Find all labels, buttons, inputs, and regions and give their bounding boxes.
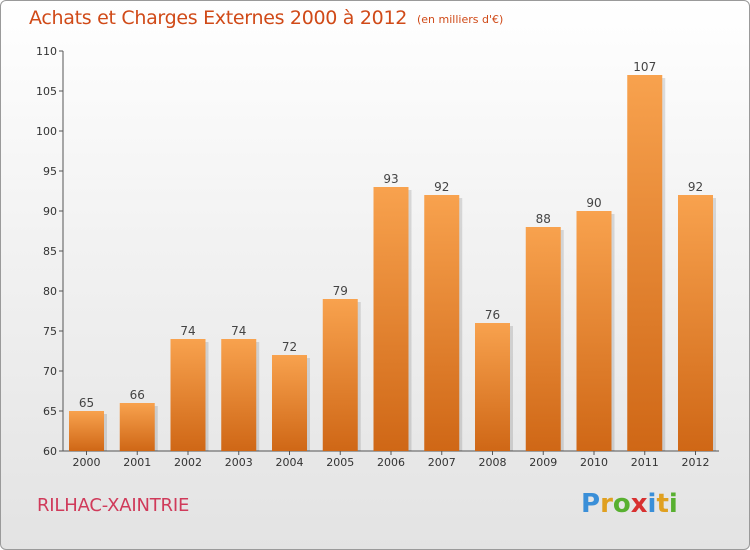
- bar: [678, 195, 713, 451]
- bar: [373, 187, 409, 451]
- logo-letter: t: [656, 489, 669, 519]
- bar: [170, 339, 206, 451]
- y-tick-label: 100: [36, 125, 57, 138]
- x-tick-label: 2007: [428, 456, 456, 469]
- x-tick-label: 2000: [73, 456, 101, 469]
- y-tick-label: 90: [43, 205, 57, 218]
- bar: [119, 403, 155, 451]
- proxiti-logo: Proxiti: [581, 489, 678, 519]
- logo-letter: r: [600, 489, 613, 519]
- bar: [475, 323, 510, 451]
- x-tick-label: 2009: [529, 456, 557, 469]
- data-label: 72: [282, 340, 297, 354]
- data-label: 107: [633, 60, 656, 74]
- chart-subtitle: (en milliers d'€): [417, 13, 504, 26]
- bar: [221, 339, 257, 451]
- bar: [627, 75, 663, 451]
- x-tick-label: 2004: [276, 456, 304, 469]
- y-tick-label: 70: [43, 365, 57, 378]
- y-tick-label: 80: [43, 285, 57, 298]
- data-label: 88: [536, 212, 551, 226]
- y-tick-label: 65: [43, 405, 57, 418]
- x-tick-label: 2010: [580, 456, 608, 469]
- bar: [322, 299, 358, 451]
- data-label: 92: [688, 180, 703, 194]
- data-label: 93: [383, 172, 398, 186]
- data-label: 79: [333, 284, 348, 298]
- y-tick-label: 75: [43, 325, 57, 338]
- data-label: 65: [79, 396, 94, 410]
- bar: [576, 211, 612, 451]
- chart-title: Achats et Charges Externes 2000 à 2012: [29, 7, 408, 29]
- y-tick-label: 110: [36, 45, 57, 58]
- x-tick-label: 2012: [682, 456, 710, 469]
- x-tick-label: 2006: [377, 456, 405, 469]
- x-tick-label: 2011: [631, 456, 659, 469]
- logo-letter: i: [647, 489, 657, 519]
- logo-letter: o: [612, 489, 631, 519]
- bar: [69, 411, 104, 451]
- data-label: 74: [180, 324, 195, 338]
- data-label: 90: [586, 196, 601, 210]
- y-tick-label: 85: [43, 245, 57, 258]
- y-tick-label: 60: [43, 445, 57, 458]
- data-label: 92: [434, 180, 449, 194]
- data-label: 74: [231, 324, 246, 338]
- x-tick-label: 2001: [123, 456, 151, 469]
- bar: [424, 195, 460, 451]
- y-tick-label: 95: [43, 165, 57, 178]
- x-tick-label: 2003: [225, 456, 253, 469]
- bar: [525, 227, 561, 451]
- logo-letter: x: [630, 489, 648, 519]
- logo-letter: P: [581, 489, 601, 519]
- data-label: 66: [130, 388, 145, 402]
- y-tick-label: 105: [36, 85, 57, 98]
- logo-letter: i: [668, 489, 678, 519]
- bar: [272, 355, 307, 451]
- data-label: 76: [485, 308, 500, 322]
- commune-name: RILHAC-XAINTRIE: [37, 495, 190, 516]
- x-tick-label: 2008: [479, 456, 507, 469]
- x-tick-label: 2005: [326, 456, 354, 469]
- x-tick-label: 2002: [174, 456, 202, 469]
